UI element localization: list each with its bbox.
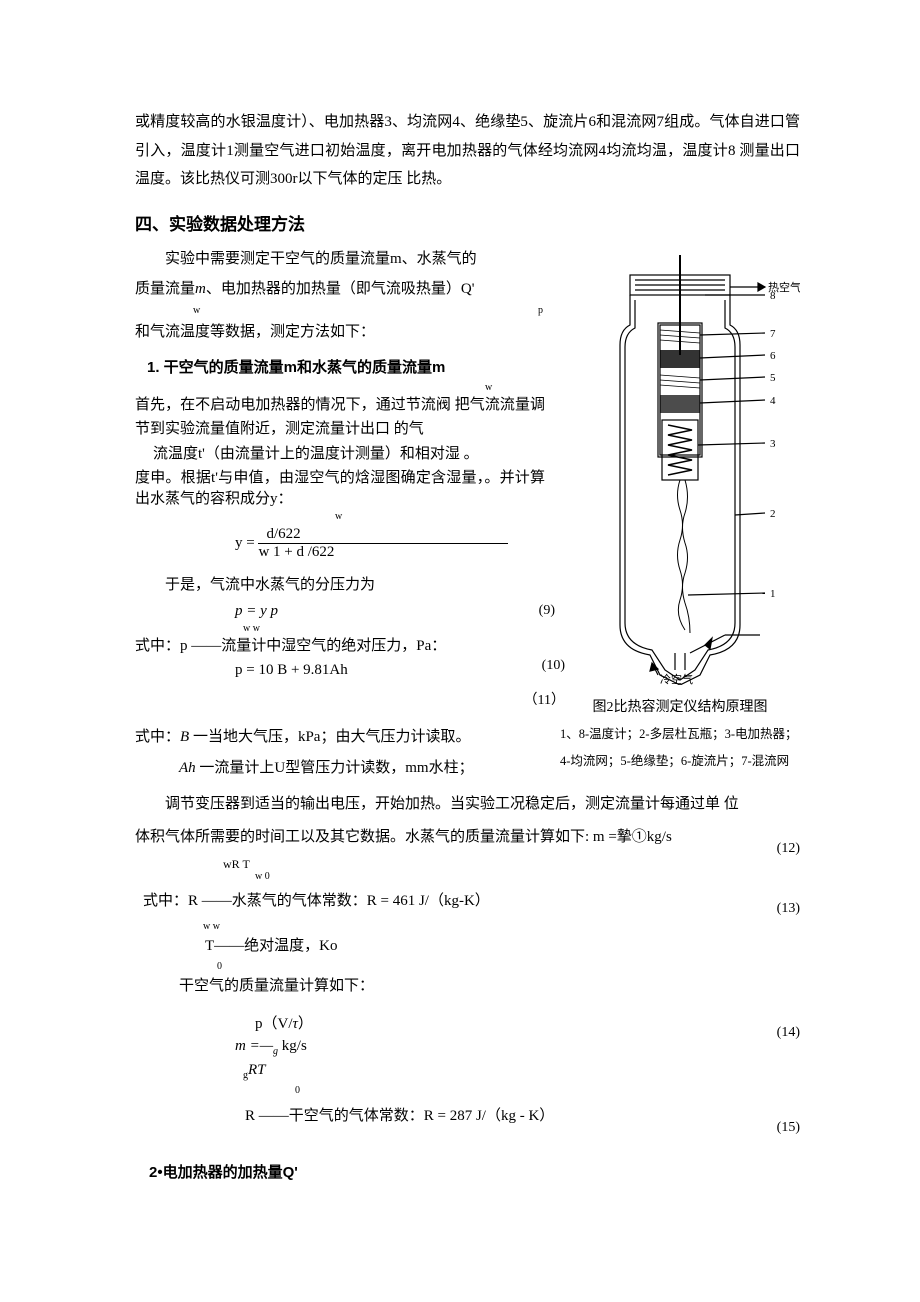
para-8: 式中：p ——流量计中湿空气的绝对压力，Pa：: [135, 634, 545, 658]
content-wrap: 热空气: [135, 245, 800, 706]
svg-text:4: 4: [770, 395, 776, 407]
p6-sub: w: [135, 512, 545, 522]
para-16-eq15: R ——干空气的气体常数：R = 287 J/（kg - K） (15): [135, 1102, 800, 1133]
intro-paragraph: 或精度较高的水银温度计）、电加热器3、均流网4、绝缘垫5、旋流片6和混流网7组成…: [135, 108, 800, 194]
p2-subs: wp: [135, 306, 545, 316]
p14-sub: 0: [135, 962, 800, 972]
svg-text:6: 6: [770, 350, 776, 362]
equation-14: p（V/τ） m =—g kg/s gRT 0 (14): [135, 1013, 800, 1099]
para-12-eq12: 体积气体所需要的时间工以及其它数据。水蒸气的质量流量计算如下: m =摯①kg/…: [135, 823, 800, 854]
figure-label-line-2: 4-均流网；5-绝缘垫；6-旋流片；7-混流网: [560, 750, 800, 773]
para-2: 质量流量m、电加热器的加热量（即气流吸热量）Q': [135, 275, 545, 304]
para-1: 实验中需要测定干空气的质量流量m、水蒸气的: [135, 245, 545, 274]
sub1-sub: w: [135, 383, 545, 393]
equation-10: p = 10 B + 9.81Ah (10): [135, 662, 545, 679]
para-3: 和气流温度等数据，测定方法如下：: [135, 318, 545, 347]
svg-text:3: 3: [770, 438, 776, 450]
full-width-section: 式中：B 一当地大气压，kPa；由大气压力计读取。 Ah 一流量计上U型管压力计…: [135, 723, 800, 1182]
para-11: 调节变压器到适当的输出电压，开始加热。当实验工况稳定后，测定流量计每通过单 位: [135, 790, 800, 819]
left-column: 实验中需要测定干空气的质量流量m、水蒸气的 质量流量m、电加热器的加热量（即气流…: [135, 245, 545, 706]
p12-sub2: w 0: [135, 871, 800, 883]
para-5: 流温度t'（由流量计上的温度计测量）和相对湿 。: [135, 443, 545, 466]
p12-sub: wR T: [135, 857, 800, 871]
equation-11: （11）: [135, 683, 545, 705]
para-15: 干空气的质量流量计算如下：: [135, 972, 800, 1001]
figure-caption: 图2比热容测定仪结构原理图: [560, 696, 800, 720]
svg-text:7: 7: [770, 328, 776, 340]
p13-sub: w w: [135, 922, 800, 932]
equation-9: p = y p (9): [135, 603, 545, 620]
para-7: 于是，气流中水蒸气的分压力为: [135, 571, 545, 600]
eq9-sub: w w: [135, 624, 545, 634]
svg-text:5: 5: [770, 372, 776, 384]
para-13-eq13: 式中：R ——水蒸气的气体常数：R = 461 J/（kg-K） (13): [135, 887, 800, 918]
subsection-2-title: 2•电加热器的加热量Q': [149, 1161, 800, 1182]
figure-box: 热空气: [560, 255, 800, 773]
figure-label-line-1: 1、8-温度计；2-多层杜瓦瓶；3-电加热器；: [560, 723, 800, 746]
label-cold-air: 冷空气: [660, 672, 693, 685]
para-14: T——绝对温度，Ko: [135, 932, 800, 961]
section-4-title: 四、实验数据处理方法: [135, 210, 800, 235]
equation-8: y = d/622 w 1 + d /622: [135, 526, 545, 561]
svg-text:1: 1: [770, 588, 776, 600]
subsection-1-title: 1. 干空气的质量流量m和水蒸气的质量流量m: [147, 356, 545, 377]
para-4: 首先，在不启动电加热器的情况下，通过节流阀 把气流流量调节到实验流量值附近，测定…: [135, 393, 545, 441]
apparatus-diagram: 热空气: [560, 255, 800, 685]
p2-a: 质量流量: [135, 281, 195, 297]
svg-text:2: 2: [770, 508, 776, 520]
para-6: 度申。根据t'与申值，由湿空气的焓湿图确定含湿量，。并计算出水蒸气的容积成分y：: [135, 468, 545, 510]
p2-b: 、电加热器的加热量（即气流吸热量）Q': [206, 281, 475, 297]
svg-text:8: 8: [770, 290, 776, 302]
